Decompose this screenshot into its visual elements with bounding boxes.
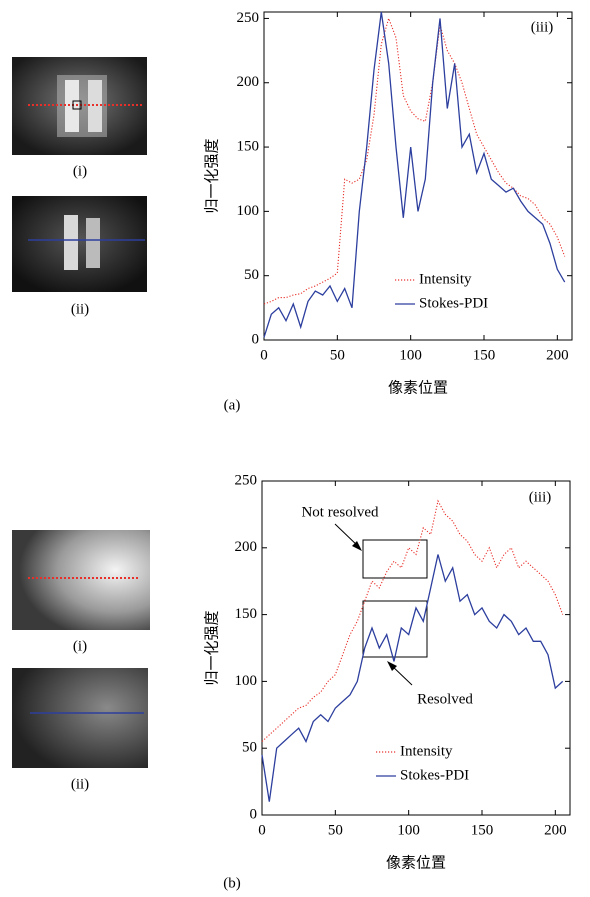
plot-frame [263, 11, 573, 341]
image-a-ii [12, 196, 147, 292]
inset-label: (iii) [531, 19, 554, 35]
y-tick-label: 50 [242, 740, 257, 756]
image-label: (ii) [71, 776, 89, 792]
y-tick-label: 0 [250, 806, 258, 822]
x-tick-label: 50 [328, 822, 343, 838]
image-label: (i) [73, 638, 87, 654]
panel-label: (a) [224, 397, 241, 413]
y-tick-label: 200 [235, 539, 258, 555]
y-tick-label: 100 [237, 203, 260, 219]
y-tick-label: 0 [252, 331, 260, 347]
y-tick-label: 50 [244, 267, 259, 283]
x-axis-label: 像素位置 [388, 379, 448, 397]
annotation: Resolved [417, 691, 473, 707]
y-tick-label: 250 [235, 472, 258, 488]
x-tick-label: 150 [471, 822, 494, 838]
x-tick-label: 0 [260, 347, 268, 363]
y-axis-label: 归一化强度 [203, 138, 221, 213]
y-tick-label: 200 [237, 74, 260, 90]
x-tick-label: 200 [546, 347, 569, 363]
panel-label: (b) [223, 875, 241, 891]
legend-label: Stokes-PDI [400, 767, 469, 783]
data-line [263, 16, 566, 305]
y-tick-label: 150 [237, 138, 260, 154]
annotation-shapes [334, 523, 428, 686]
image-b-ii [12, 668, 148, 768]
plot-frame [261, 480, 571, 816]
annotation: Not resolved [301, 504, 379, 520]
y-tick-label: 250 [237, 10, 260, 26]
x-tick-label: 200 [544, 822, 567, 838]
y-tick-label: 150 [235, 606, 258, 622]
data-line [261, 554, 564, 802]
image-label: (ii) [71, 301, 89, 317]
data-line [263, 11, 566, 338]
legend-label: Intensity [400, 743, 453, 759]
inset-label: (iii) [529, 489, 552, 505]
y-tick-label: 100 [235, 673, 258, 689]
x-tick-label: 100 [399, 347, 422, 363]
image-label: (i) [73, 163, 87, 179]
x-tick-label: 100 [397, 822, 420, 838]
y-axis-label: 归一化强度 [203, 610, 221, 685]
x-tick-label: 150 [473, 347, 496, 363]
legend-label: Intensity [419, 271, 472, 287]
data-line [261, 499, 564, 742]
x-axis-label: 像素位置 [386, 854, 446, 872]
x-tick-label: 50 [330, 347, 345, 363]
image-a-i [12, 57, 147, 155]
image-b-i [12, 530, 150, 630]
legend-label: Stokes-PDI [419, 295, 488, 311]
x-tick-label: 0 [258, 822, 266, 838]
